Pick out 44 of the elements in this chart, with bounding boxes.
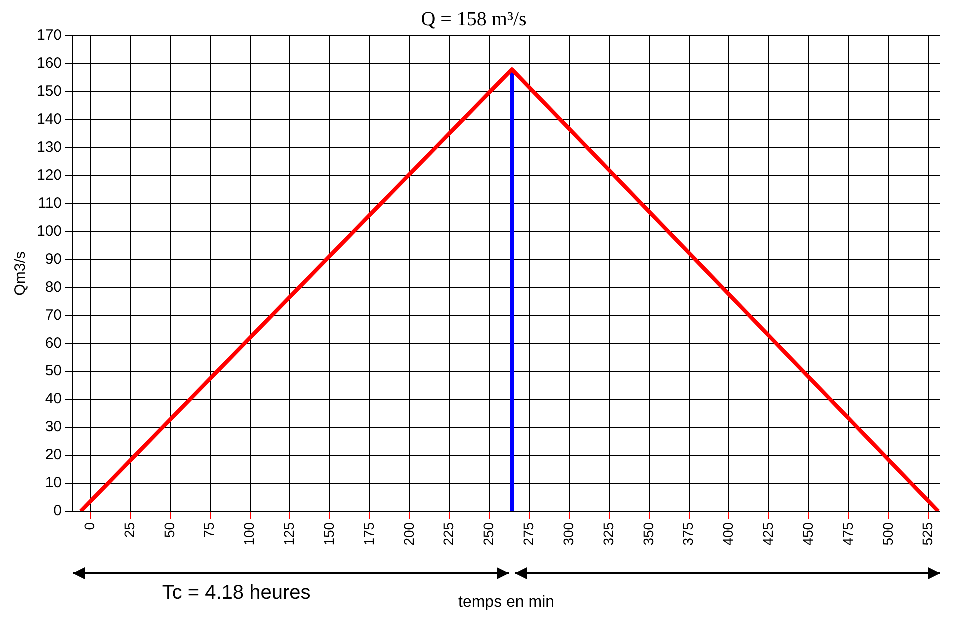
y-tick-label: 80 [45,278,62,296]
x-tick-label: 250 [480,522,497,546]
x-axis-title: temps en min [458,594,555,611]
x-tick-label: 475 [840,522,856,546]
x-tick-label: 425 [760,522,776,546]
x-tick-label: 100 [241,522,258,546]
y-axis-title: Qm3/s [12,252,30,296]
x-tick-label: 500 [880,522,896,546]
y-tick-label: 60 [45,334,62,352]
x-tick-label: 450 [800,522,816,546]
y-tick-label: 130 [36,139,62,156]
x-tick-label: 300 [560,522,576,546]
x-tick-label: 125 [281,522,298,546]
text: Tc = 4.18 heures [162,582,311,604]
y-tick-label: 100 [36,222,62,240]
x-tick-label: 0 [81,522,98,530]
x-tick-label: 75 [201,522,218,538]
x-tick-label: 325 [600,522,616,546]
y-tick-label: 50 [45,362,62,380]
x-tick-label: 400 [720,522,736,546]
y-tick-label: 160 [36,55,62,72]
y-tick-label: 120 [36,166,62,184]
x-tick-label: 25 [121,522,138,538]
y-tick-label: 150 [36,83,62,100]
x-tick-label: 275 [520,522,537,546]
y-tick-label: 140 [36,111,62,128]
chart-title: Q = 158 m³/s [421,8,528,30]
y-tick-label: 20 [45,446,62,464]
y-tick-label: 30 [45,418,62,436]
x-tick-label: 525 [920,522,936,546]
y-tick-label: 110 [38,194,62,212]
x-tick-label: 375 [680,522,696,546]
y-tick-label: 10 [45,474,62,492]
y-tick-label: 40 [45,390,62,408]
x-tick-label: 175 [360,522,377,546]
x-tick-label: 50 [161,522,178,538]
y-tick-label: 0 [54,502,62,520]
x-tick-label: 150 [320,522,337,546]
x-tick-label: 350 [640,522,656,546]
x-tick-label: 200 [400,522,417,546]
y-tick-label: 70 [45,306,62,324]
y-tick-label: 90 [45,250,62,268]
y-tick-label: 170 [36,27,62,44]
x-tick-label: 225 [440,522,457,546]
